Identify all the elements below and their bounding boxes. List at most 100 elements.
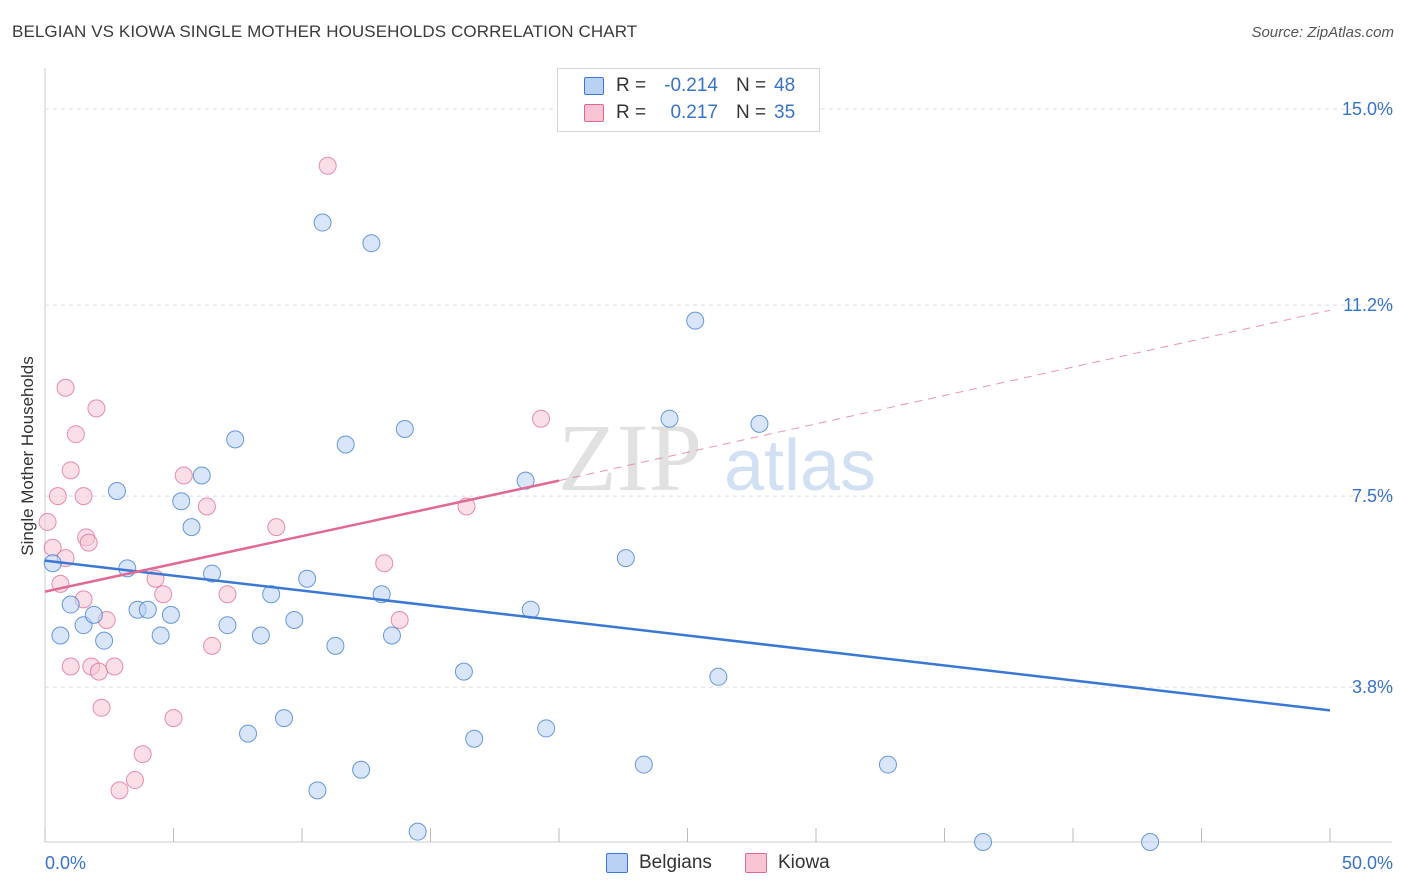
kiowa-point (390, 611, 409, 630)
source-label: Source: ZipAtlas.com (1251, 24, 1394, 41)
belgians-point (172, 492, 191, 511)
legend-row-belgians: R = -0.214 N = 48 (584, 73, 795, 99)
kiowa-point (375, 554, 394, 573)
kiowa-point (164, 709, 183, 728)
legend-swatch-belgians (584, 77, 604, 95)
belgians-point (974, 833, 993, 851)
chart-title: BELGIAN VS KIOWA SINGLE MOTHER HOUSEHOLD… (12, 22, 638, 41)
belgians-point (275, 709, 294, 728)
legend-row-kiowa: R = 0.217 N = 35 (584, 100, 795, 126)
belgians-point (362, 234, 381, 253)
belgians-point (262, 585, 281, 604)
belgians-trend-line (44, 559, 1331, 712)
kiowa-point (38, 512, 57, 531)
belgians-point (203, 564, 222, 583)
bottom-legend-belgians: Belgians (606, 852, 712, 874)
watermark-atlas: atlas (724, 426, 876, 506)
belgians-point (454, 662, 473, 681)
belgians-point (161, 605, 180, 624)
belgians-point (226, 430, 245, 449)
legend-n-value: 48 (774, 75, 796, 96)
belgians-point (537, 719, 556, 738)
belgians-point (251, 626, 270, 645)
belgians-point (51, 626, 70, 645)
belgians-point (138, 600, 157, 619)
gridlines (45, 108, 1392, 688)
belgians-point (516, 471, 535, 490)
belgians-point (61, 595, 80, 614)
belgians-point (95, 631, 114, 650)
belgians-point (336, 435, 355, 454)
kiowa-point (56, 378, 75, 397)
kiowa-point (133, 745, 152, 764)
kiowa-trend-extension (558, 309, 1331, 482)
y-tick-label: 15.0% (1342, 99, 1393, 119)
legend-n-label: N = (736, 75, 767, 96)
kiowa-point (105, 657, 124, 676)
legend-r-label: R = (616, 75, 647, 96)
bottom-legend-kiowa: Kiowa (745, 852, 830, 874)
belgians-point (686, 311, 705, 330)
belgians-point (616, 549, 635, 568)
legend-r-value: -0.214 (664, 75, 718, 96)
kiowa-point (66, 425, 85, 444)
kiowa-point (74, 487, 93, 506)
belgians-point (151, 626, 170, 645)
bottom-legend-swatch-kiowa (745, 853, 767, 873)
belgians-point (395, 420, 414, 439)
belgians-point (192, 466, 211, 485)
belgians-point (660, 409, 679, 428)
belgians-point (313, 213, 332, 232)
belgians-point (308, 781, 327, 800)
kiowa-point (79, 533, 98, 552)
kiowa-point (125, 771, 144, 790)
kiowa-point (197, 497, 216, 516)
belgians-point (298, 569, 317, 588)
kiowa-points (38, 156, 551, 800)
kiowa-trend-line (44, 479, 560, 593)
bottom-legend: Belgians Kiowa (0, 852, 1406, 876)
belgians-point (182, 518, 201, 537)
kiowa-point (87, 399, 106, 418)
belgians-point (750, 414, 769, 433)
x-tick-label: 50.0% (1342, 853, 1393, 873)
kiowa-point (532, 409, 551, 428)
belgians-point (408, 822, 427, 841)
belgians-point (1141, 833, 1160, 851)
x-tick-label: 0.0% (45, 853, 86, 873)
belgians-point (634, 755, 653, 774)
kiowa-point (267, 518, 286, 537)
bottom-legend-label-belgians: Belgians (639, 852, 712, 873)
watermark-zip: ZIP (558, 404, 702, 511)
bottom-legend-swatch-belgians (606, 853, 628, 873)
belgians-point (218, 616, 237, 635)
kiowa-point (218, 585, 237, 604)
legend-n-label: N = (736, 102, 767, 123)
belgians-point (326, 636, 345, 655)
legend: R = -0.214 N = 48 R = 0.217 N = 35 (557, 68, 820, 132)
kiowa-point (61, 461, 80, 480)
y-tick-label: 3.8% (1352, 677, 1393, 697)
watermark: ZIP atlas (558, 404, 876, 511)
bottom-legend-label-kiowa: Kiowa (778, 852, 830, 873)
kiowa-point (48, 487, 67, 506)
kiowa-point (89, 662, 108, 681)
belgians-point (285, 611, 304, 630)
y-tick-label: 11.2% (1343, 295, 1393, 315)
tick-labels: 3.8% 7.5% 11.2% 15.0% 0.0% 50.0% (45, 99, 1393, 873)
belgians-point (107, 481, 126, 500)
legend-n-value: 35 (774, 102, 796, 123)
kiowa-point (174, 466, 193, 485)
kiowa-point (203, 636, 222, 655)
belgians-point (465, 729, 484, 748)
kiowa-point (92, 698, 111, 717)
kiowa-point (61, 657, 80, 676)
legend-r-label: R = (616, 102, 647, 123)
belgians-point (709, 667, 728, 686)
belgians-point (352, 760, 371, 779)
axes (44, 68, 1392, 843)
belgians-point (878, 755, 897, 774)
trend-lines (44, 309, 1331, 712)
belgians-point (239, 724, 258, 743)
